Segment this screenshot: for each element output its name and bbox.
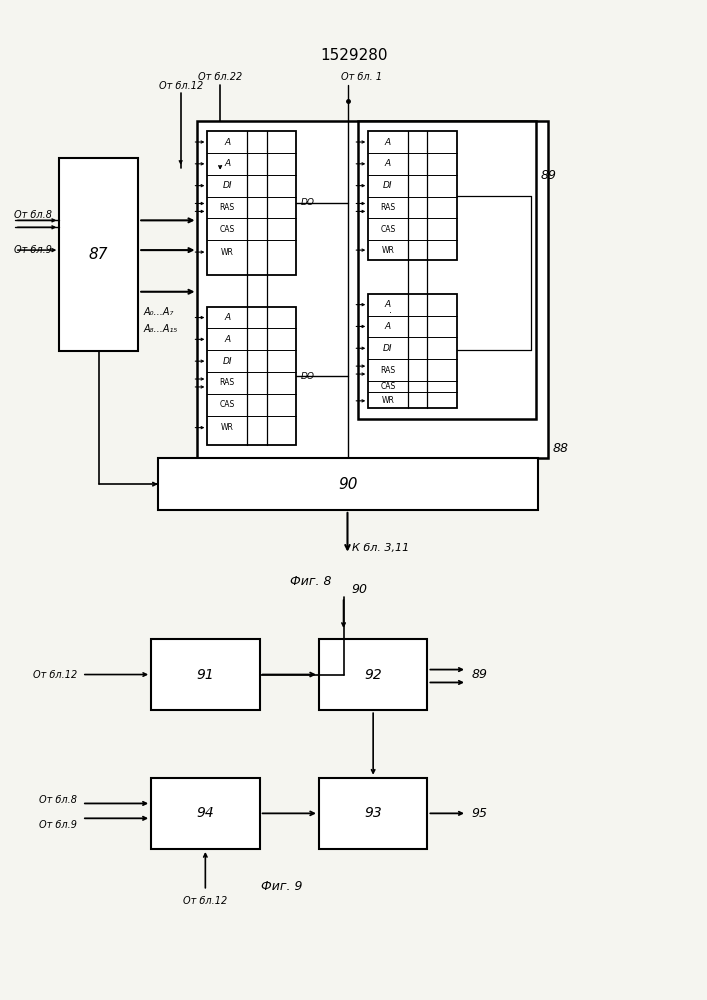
Text: От бл.9: От бл.9	[39, 820, 77, 830]
Text: От бл.8: От бл.8	[14, 210, 52, 220]
Text: A₈...A₁₅: A₈...A₁₅	[143, 324, 177, 334]
Text: 89: 89	[472, 668, 488, 681]
Text: CAS: CAS	[219, 400, 235, 409]
Text: A: A	[224, 335, 230, 344]
Bar	[158, 458, 538, 510]
Text: A: A	[224, 159, 230, 168]
Text: От бл.8: От бл.8	[39, 795, 77, 805]
Text: A: A	[224, 138, 230, 147]
Text: DI: DI	[383, 181, 392, 190]
Bar	[151, 778, 259, 849]
Text: A: A	[385, 300, 391, 309]
Bar	[59, 158, 139, 351]
Text: 90: 90	[338, 477, 358, 492]
Text: От бл. 1: От бл. 1	[341, 72, 382, 82]
Text: DI: DI	[222, 181, 232, 190]
Text: RAS: RAS	[219, 378, 235, 387]
Text: 92: 92	[364, 668, 382, 682]
Text: CAS: CAS	[380, 382, 396, 391]
Text: 95: 95	[472, 807, 488, 820]
Text: WR: WR	[382, 396, 395, 405]
Text: RAS: RAS	[380, 203, 395, 212]
Text: К бл. 3,11: К бл. 3,11	[352, 543, 409, 553]
Text: От бл.12: От бл.12	[158, 81, 203, 91]
Text: DO: DO	[301, 372, 315, 381]
Text: Фиг. 8: Фиг. 8	[290, 575, 332, 588]
Text: RAS: RAS	[380, 366, 395, 375]
Bar	[368, 131, 457, 260]
Text: 94: 94	[197, 806, 214, 820]
Text: От бл.12: От бл.12	[33, 670, 77, 680]
Text: A: A	[385, 322, 391, 331]
Text: 90: 90	[351, 583, 368, 596]
Text: Фиг. 9: Фиг. 9	[261, 880, 302, 893]
Bar	[358, 121, 536, 419]
Text: От бл.22: От бл.22	[198, 72, 243, 82]
Text: DI: DI	[222, 357, 232, 366]
Text: DO: DO	[301, 198, 315, 207]
Text: A: A	[385, 138, 391, 147]
Text: 93: 93	[364, 806, 382, 820]
Text: От бл.9: От бл.9	[14, 245, 52, 255]
Text: .: .	[390, 305, 392, 315]
Text: 88: 88	[553, 442, 569, 455]
Text: WR: WR	[382, 246, 395, 255]
Bar	[207, 131, 296, 275]
Text: 87: 87	[89, 247, 108, 262]
Text: CAS: CAS	[219, 225, 235, 234]
Text: CAS: CAS	[380, 225, 396, 234]
Text: WR: WR	[221, 248, 233, 257]
Text: 1529280: 1529280	[321, 48, 388, 63]
Text: WR: WR	[221, 423, 233, 432]
Text: A₀...A₇: A₀...A₇	[143, 307, 173, 317]
Text: RAS: RAS	[219, 203, 235, 212]
Text: A: A	[385, 159, 391, 168]
Text: 89: 89	[541, 169, 557, 182]
Text: 91: 91	[197, 668, 214, 682]
Bar	[151, 639, 259, 710]
Text: A: A	[224, 313, 230, 322]
Bar	[319, 778, 428, 849]
Bar	[368, 294, 457, 408]
Bar	[207, 307, 296, 445]
Bar	[197, 121, 548, 458]
Text: DI: DI	[383, 344, 392, 353]
Bar	[319, 639, 428, 710]
Text: От бл.12: От бл.12	[183, 896, 228, 906]
